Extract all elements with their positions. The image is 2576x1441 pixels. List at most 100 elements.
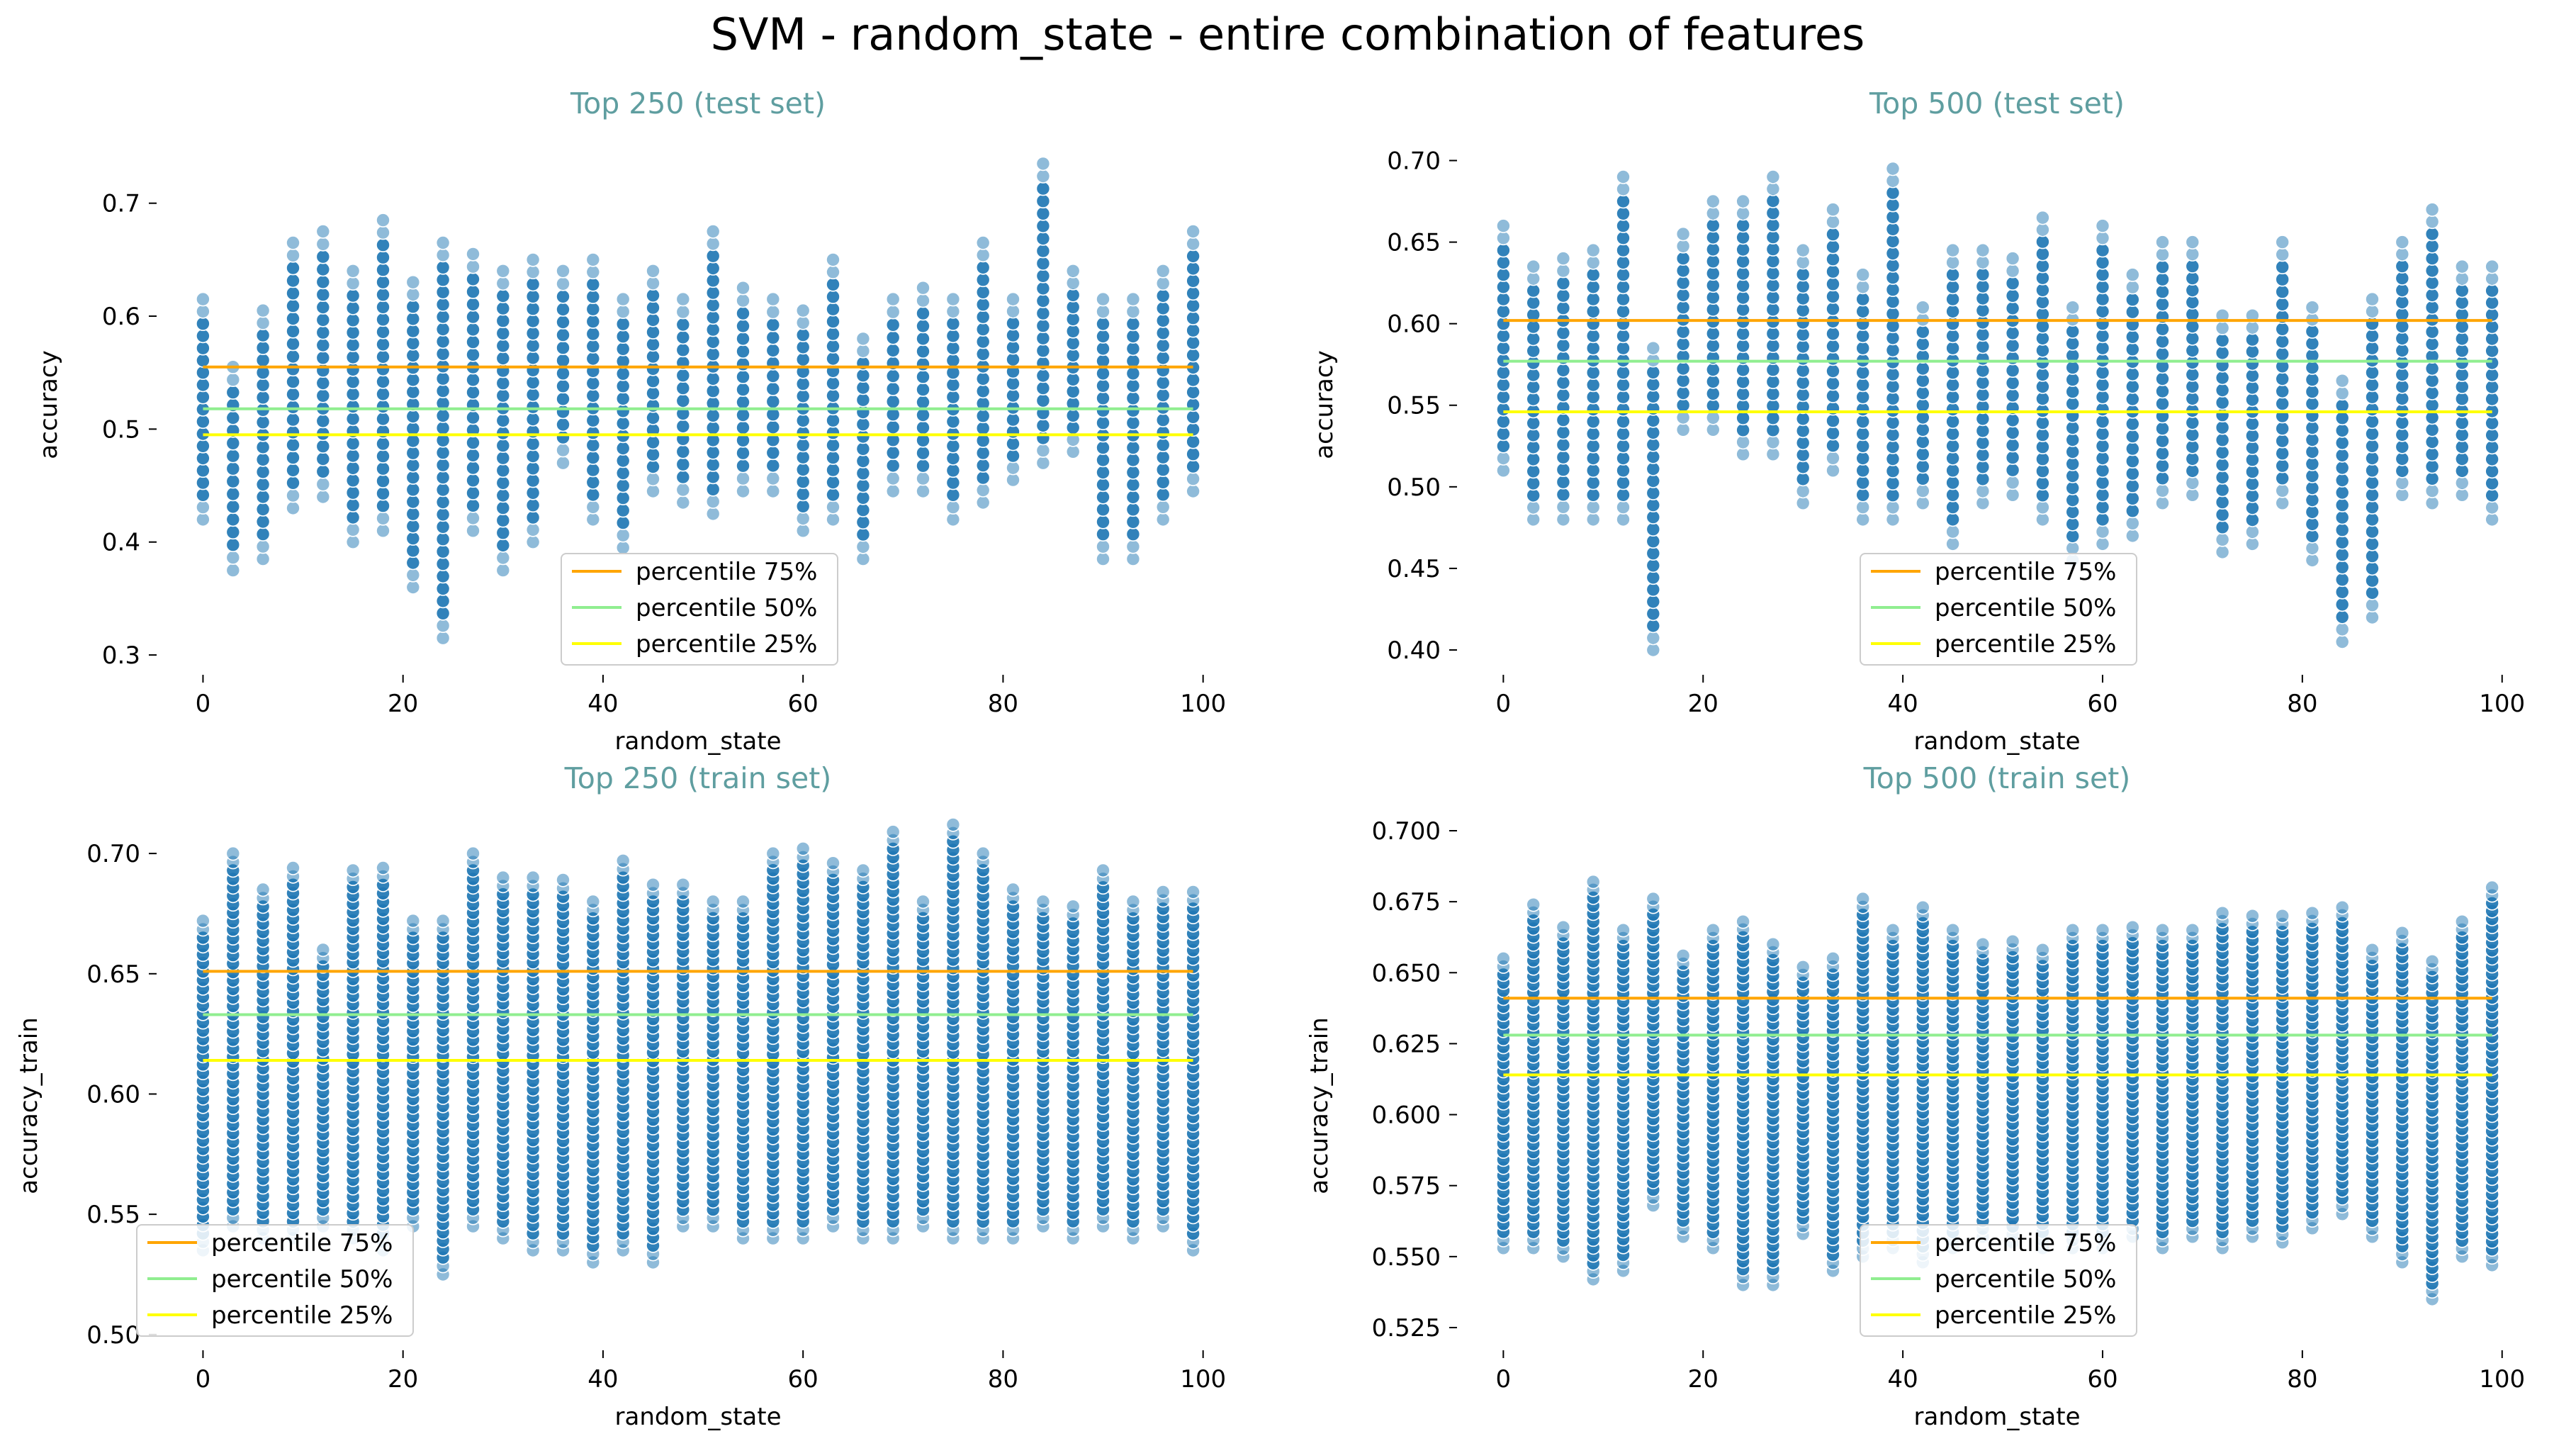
data-point [1945, 426, 1960, 442]
data-point [405, 543, 421, 559]
x-tick-label: 0 [196, 1365, 211, 1394]
data-point [2245, 308, 2260, 323]
data-point [1736, 266, 1750, 281]
data-point [2035, 306, 2050, 322]
data-point [1945, 463, 1960, 478]
data-point [1826, 301, 1840, 317]
data-point [885, 483, 901, 499]
data-point [1496, 951, 1511, 966]
x-tick-label: 20 [388, 1365, 418, 1394]
data-point [1496, 414, 1511, 430]
y-tick-label: 0.675 [1372, 888, 1441, 916]
data-point [2095, 438, 2110, 454]
data-point [1125, 490, 1141, 505]
data-point [286, 475, 300, 490]
data-point [1065, 275, 1081, 291]
data-point [826, 425, 840, 441]
data-point [2095, 230, 2110, 246]
data-point [255, 489, 271, 505]
data-point [2305, 324, 2320, 339]
data-point [1616, 194, 1631, 209]
data-point [2155, 334, 2170, 349]
data-point [1585, 279, 1601, 295]
data-point [2215, 420, 2230, 435]
data-point [615, 453, 631, 469]
percentile-lines [1503, 997, 2492, 1077]
data-point [2065, 432, 2080, 447]
data-point [2365, 500, 2380, 515]
data-point [255, 439, 271, 455]
data-point [405, 372, 421, 388]
data-point [885, 291, 901, 307]
data-point [255, 327, 271, 343]
data-point [1006, 340, 1020, 355]
x-tick-label: 0 [1496, 690, 1512, 718]
data-point [675, 456, 691, 472]
data-point [2155, 922, 2170, 938]
data-point [286, 374, 300, 389]
data-point [495, 500, 511, 515]
data-point [1125, 316, 1141, 332]
data-point [2155, 284, 2170, 300]
data-point [2305, 396, 2320, 411]
data-point [945, 414, 961, 430]
data-point [2275, 483, 2290, 498]
data-point [1006, 303, 1020, 319]
data-point [495, 450, 511, 466]
data-point [525, 338, 541, 353]
data-point [1556, 499, 1571, 515]
x-axis-label: random_state [1914, 1403, 2081, 1431]
data-point [196, 353, 210, 368]
data-point [435, 482, 451, 498]
data-point [196, 414, 210, 430]
data-point [855, 478, 871, 493]
data-point [2395, 925, 2410, 941]
data-point [585, 425, 601, 441]
y-tick-label: 0.550 [1372, 1243, 1441, 1272]
data-point [1885, 246, 1901, 261]
data-point [495, 413, 511, 428]
data-point [2215, 383, 2230, 398]
data-point [2005, 276, 2020, 291]
y-tick-label: 0.45 [1387, 555, 1441, 583]
data-point [435, 470, 451, 485]
data-point [795, 425, 811, 441]
data-point [556, 442, 570, 458]
data-point [855, 417, 871, 432]
data-point [345, 448, 361, 464]
data-point [315, 388, 331, 403]
data-point [2334, 448, 2350, 463]
data-point [736, 318, 750, 334]
data-point [1096, 403, 1110, 418]
data-point [2185, 487, 2200, 503]
data-point [1096, 539, 1110, 554]
data-point [1065, 335, 1081, 351]
data-point [2365, 365, 2380, 381]
data-point [795, 327, 811, 342]
y-tick-label: 0.7 [102, 190, 140, 218]
data-point [2424, 386, 2440, 400]
data-point [795, 462, 811, 477]
data-point [945, 340, 961, 356]
data-point [2095, 218, 2110, 233]
data-point [1826, 463, 1840, 478]
data-point [196, 389, 210, 405]
data-point [736, 369, 750, 385]
data-point [1795, 339, 1811, 354]
data-point [2365, 610, 2380, 625]
chart-title: Top 500 (test set) [1869, 86, 2125, 120]
data-point [1616, 218, 1631, 233]
data-point [1675, 300, 1691, 315]
data-point [1526, 452, 1541, 467]
data-point [1616, 169, 1631, 184]
data-point [646, 471, 660, 487]
data-point [196, 377, 210, 393]
data-point [1496, 340, 1511, 356]
data-point [2365, 340, 2380, 356]
data-point [2485, 476, 2499, 491]
data-point [2155, 433, 2170, 449]
data-point [1945, 304, 1960, 319]
data-point [1706, 278, 1721, 293]
data-point [435, 605, 451, 621]
data-point [1826, 425, 1840, 441]
